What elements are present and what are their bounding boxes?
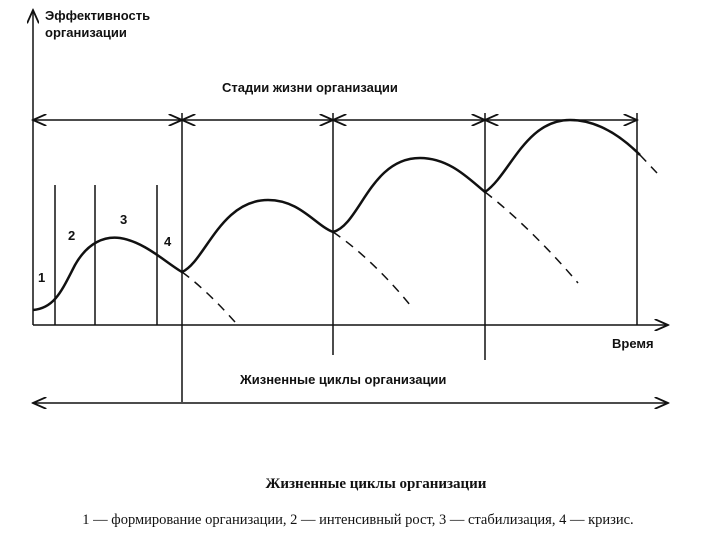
stage-number: 4 — [164, 234, 172, 249]
cycles-title: Жизненные циклы организации — [239, 372, 446, 387]
dividers — [54, 113, 638, 402]
x-axis-label: Время — [612, 336, 654, 351]
stage-number: 3 — [120, 212, 127, 227]
caption-legend: 1 — формирование организации, 2 — интенс… — [82, 512, 633, 528]
caption-title: Жизненные циклы организации — [266, 476, 487, 492]
stages-title: Стадии жизни организации — [222, 80, 398, 95]
decline-dashes — [181, 154, 658, 323]
stage-number: 1 — [38, 270, 45, 285]
y-axis-label: организации — [45, 25, 127, 40]
stage-number: 2 — [68, 228, 75, 243]
lifecycle-curve — [32, 118, 641, 312]
y-axis-label: Эффективность — [45, 8, 150, 23]
